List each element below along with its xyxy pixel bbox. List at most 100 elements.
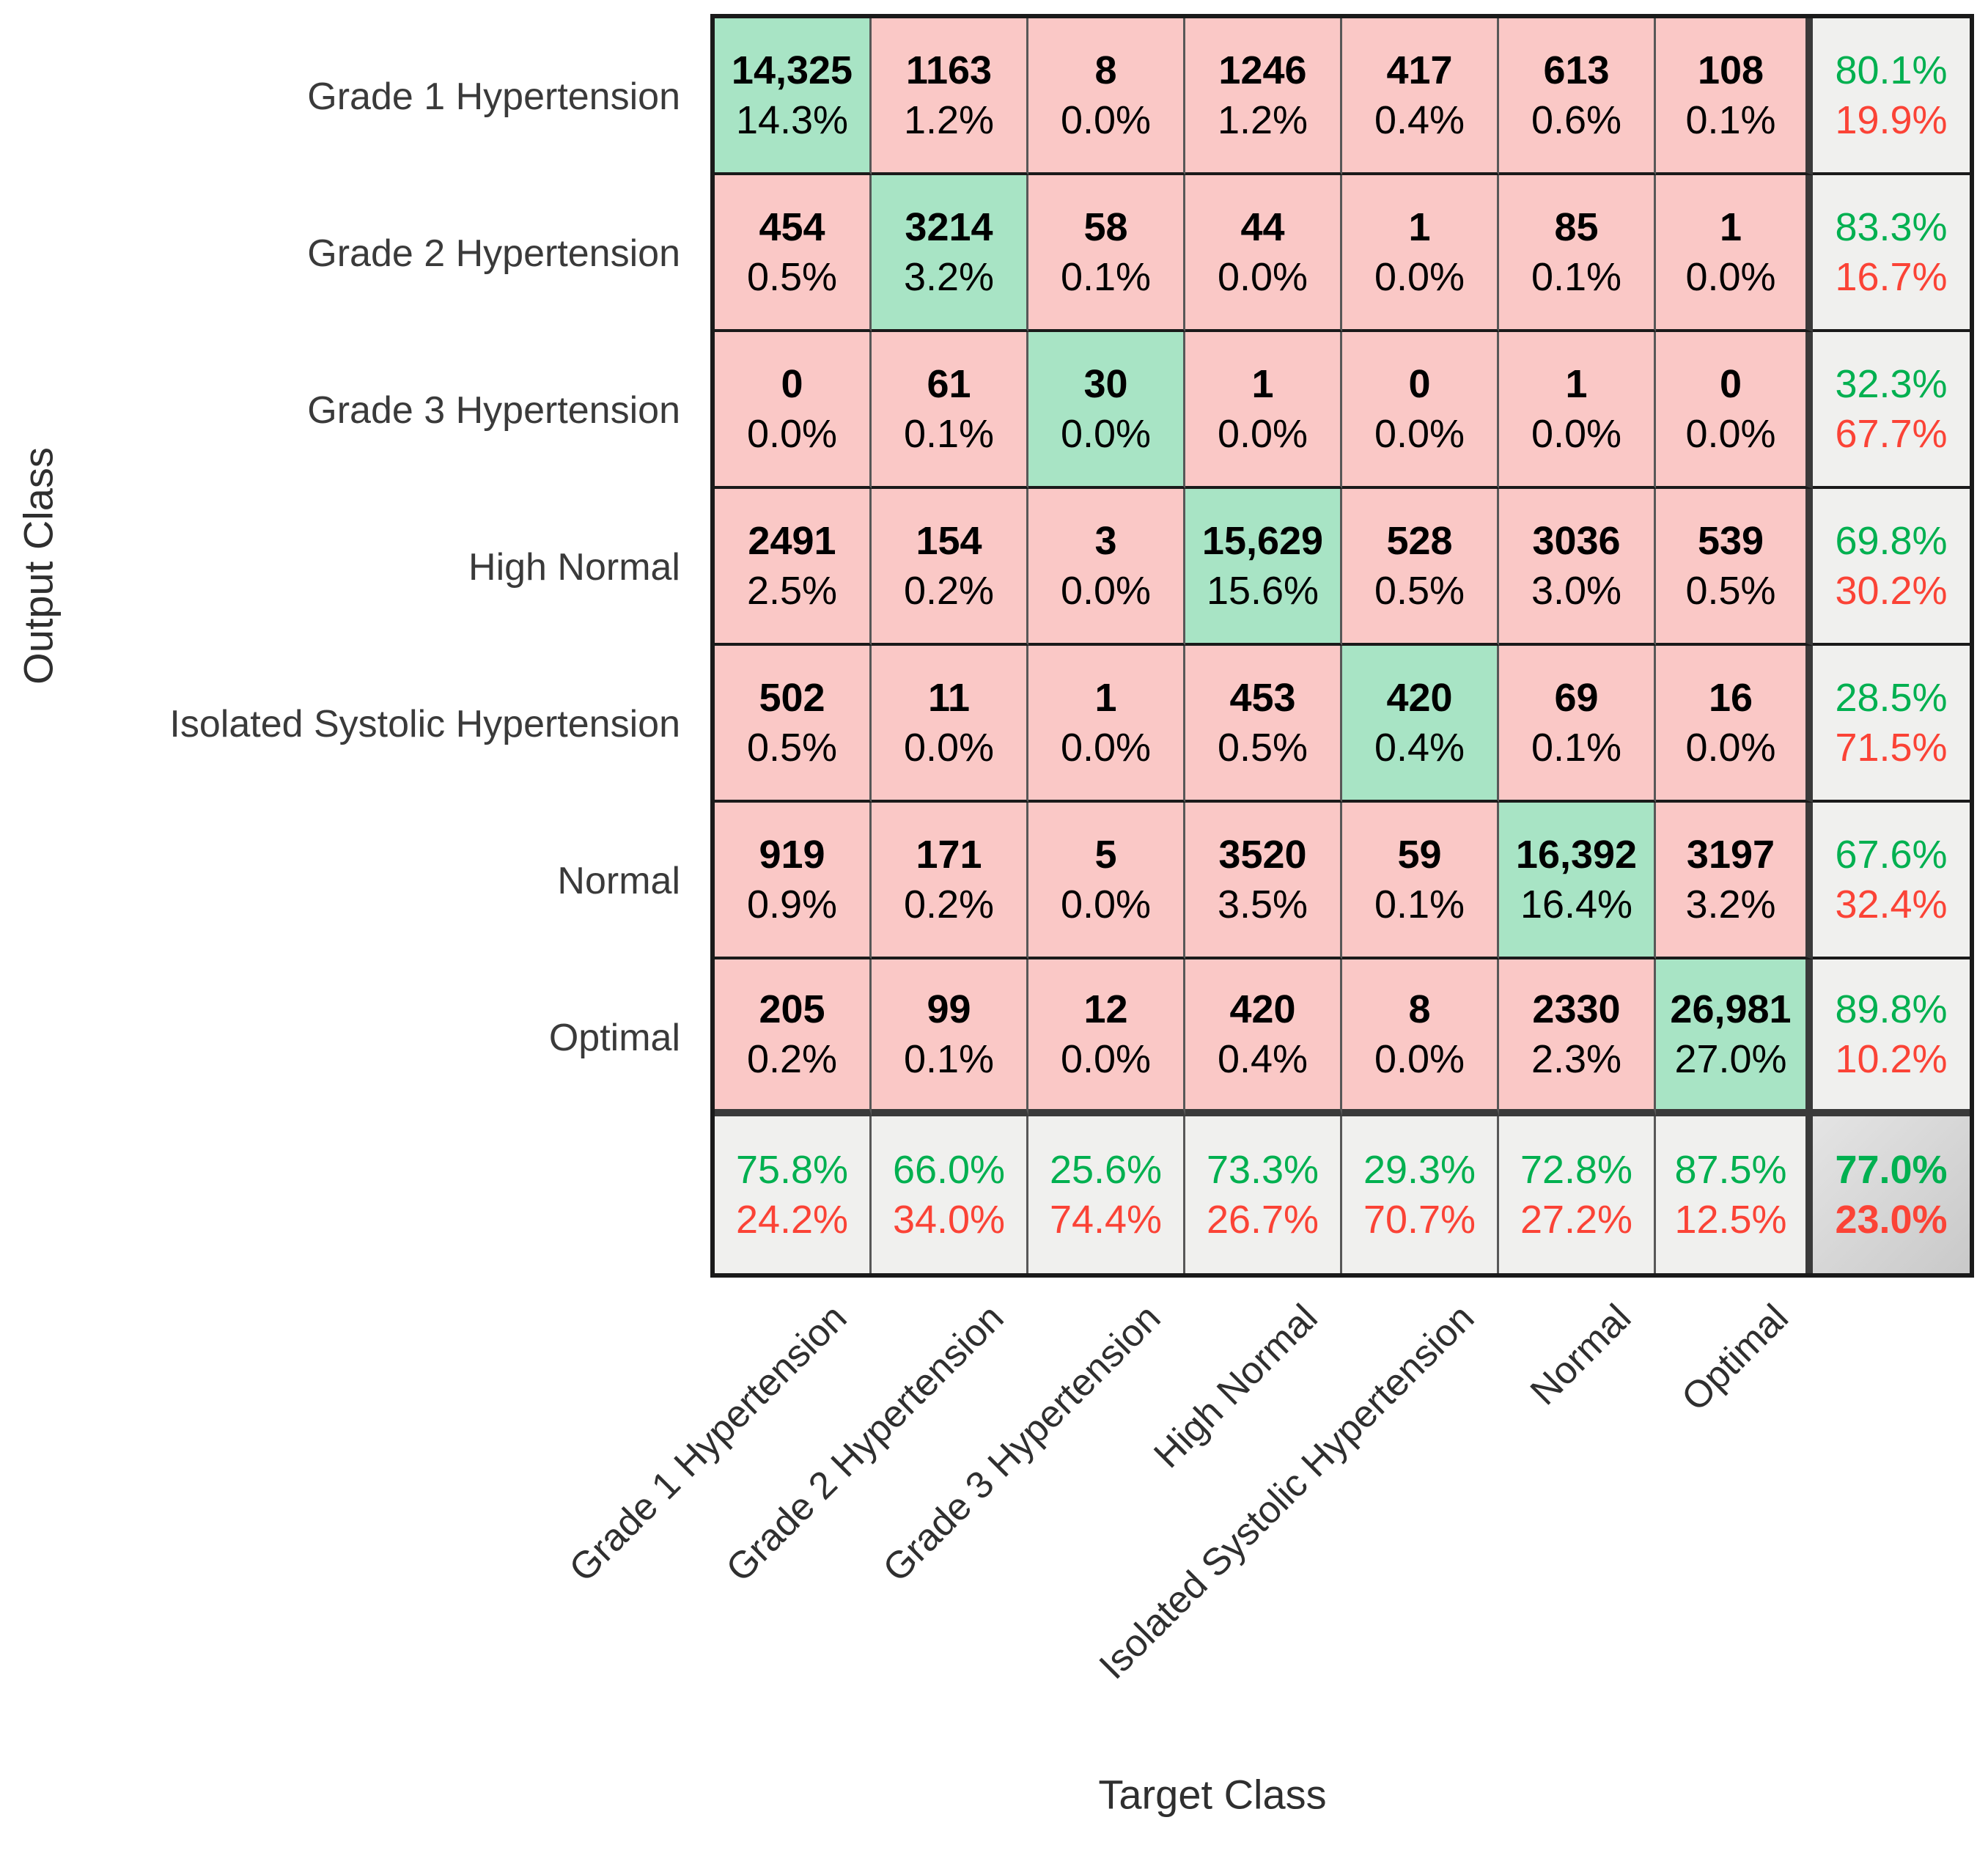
cell-percent: 0.4% — [1374, 726, 1465, 770]
matrix-cell-5-3: 3520 3.5% — [1185, 803, 1342, 959]
cell-count: 11 — [927, 676, 971, 720]
row-label-4: Isolated Systolic Hypertension — [169, 703, 680, 745]
matrix-cell-4-1: 11 0.0% — [872, 646, 1028, 803]
summary-red-percent: 12.5% — [1674, 1198, 1787, 1242]
cell-percent: 3.2% — [903, 255, 995, 299]
cell-percent: 1.2% — [1217, 98, 1308, 142]
row-summary-cell-0: 80.1% 19.9% — [1813, 18, 1970, 175]
cell-count: 3197 — [1686, 833, 1775, 877]
matrix-cell-6-5: 2330 2.3% — [1499, 959, 1656, 1116]
col-summary-cell-4: 29.3% 70.7% — [1342, 1116, 1499, 1273]
cell-percent: 0.5% — [1374, 569, 1465, 613]
matrix-cell-0-6: 108 0.1% — [1656, 18, 1813, 175]
cell-count: 26,981 — [1670, 987, 1792, 1031]
col-label-1: Grade 2 Hypertension — [718, 1296, 1012, 1591]
summary-green-percent: 29.3% — [1363, 1148, 1476, 1192]
cell-percent: 0.2% — [903, 569, 995, 613]
col-label-0: Grade 1 Hypertension — [561, 1296, 855, 1591]
cell-count: 502 — [759, 676, 825, 720]
summary-red-percent: 19.9% — [1835, 98, 1948, 142]
col-label-6: Optimal — [1674, 1296, 1797, 1420]
cell-count: 2491 — [748, 519, 836, 563]
cell-count: 171 — [916, 833, 982, 877]
cell-percent: 0.0% — [1217, 255, 1308, 299]
row-summary-cell-5: 67.6% 32.4% — [1813, 803, 1970, 959]
cell-percent: 0.5% — [1217, 726, 1308, 770]
summary-red-percent: 27.2% — [1520, 1198, 1633, 1242]
cell-count: 0 — [1719, 362, 1742, 406]
cell-count: 0 — [781, 362, 803, 406]
matrix-cell-5-4: 59 0.1% — [1342, 803, 1499, 959]
matrix-cell-6-0: 205 0.2% — [715, 959, 872, 1116]
cell-count: 613 — [1543, 48, 1610, 92]
cell-percent: 0.0% — [1060, 883, 1152, 926]
cell-count: 420 — [1229, 987, 1296, 1031]
summary-red-percent: 30.2% — [1835, 569, 1948, 613]
matrix-cell-5-1: 171 0.2% — [872, 803, 1028, 959]
cell-count: 30 — [1083, 362, 1128, 406]
matrix-cell-1-0: 454 0.5% — [715, 175, 872, 332]
cell-count: 58 — [1083, 205, 1128, 249]
cell-percent: 0.0% — [1374, 1037, 1465, 1081]
summary-green-percent: 87.5% — [1674, 1148, 1787, 1192]
cell-percent: 0.0% — [746, 412, 838, 456]
row-summary-cell-1: 83.3% 16.7% — [1813, 175, 1970, 332]
cell-count: 1 — [1094, 676, 1117, 720]
target-class-axis-label: Target Class — [1098, 1771, 1327, 1818]
matrix-cell-4-3: 453 0.5% — [1185, 646, 1342, 803]
matrix-cell-0-2: 8 0.0% — [1028, 18, 1185, 175]
cell-count: 1 — [1251, 362, 1274, 406]
matrix-cell-1-4: 1 0.0% — [1342, 175, 1499, 332]
matrix-cell-4-6: 16 0.0% — [1656, 646, 1813, 803]
cell-percent: 0.0% — [1060, 726, 1152, 770]
matrix-cell-2-4: 0 0.0% — [1342, 332, 1499, 489]
summary-red-percent: 70.7% — [1363, 1198, 1476, 1242]
cell-count: 61 — [927, 362, 971, 406]
cell-count: 5 — [1094, 833, 1117, 877]
matrix-cell-1-6: 1 0.0% — [1656, 175, 1813, 332]
matrix-cell-4-4: 420 0.4% — [1342, 646, 1499, 803]
cell-percent: 0.4% — [1217, 1037, 1308, 1081]
cell-percent: 0.0% — [1685, 726, 1776, 770]
matrix-cell-2-1: 61 0.1% — [872, 332, 1028, 489]
col-summary-cell-3: 73.3% 26.7% — [1185, 1116, 1342, 1273]
matrix-cell-6-2: 12 0.0% — [1028, 959, 1185, 1116]
matrix-cell-4-2: 1 0.0% — [1028, 646, 1185, 803]
matrix-cell-0-4: 417 0.4% — [1342, 18, 1499, 175]
cell-count: 528 — [1386, 519, 1453, 563]
cell-count: 12 — [1083, 987, 1128, 1031]
matrix-cell-1-3: 44 0.0% — [1185, 175, 1342, 332]
matrix-cell-2-5: 1 0.0% — [1499, 332, 1656, 489]
col-label-2: Grade 3 Hypertension — [875, 1296, 1169, 1591]
summary-green-percent: 73.3% — [1206, 1148, 1319, 1192]
cell-count: 8 — [1094, 48, 1117, 92]
summary-green-percent: 80.1% — [1835, 48, 1948, 92]
cell-count: 1163 — [905, 48, 993, 92]
matrix-cell-3-1: 154 0.2% — [872, 489, 1028, 646]
cell-count: 453 — [1229, 676, 1296, 720]
matrix-cell-0-5: 613 0.6% — [1499, 18, 1656, 175]
cell-percent: 0.1% — [1374, 883, 1465, 926]
cell-count: 16 — [1708, 676, 1753, 720]
cell-count: 8 — [1408, 987, 1431, 1031]
col-label-5: Normal — [1523, 1296, 1640, 1414]
cell-count: 108 — [1697, 48, 1764, 92]
cell-count: 14,325 — [731, 48, 853, 92]
summary-green-percent: 67.6% — [1835, 833, 1948, 877]
cell-count: 919 — [759, 833, 825, 877]
matrix-cell-4-0: 502 0.5% — [715, 646, 872, 803]
matrix-cell-6-6: 26,981 27.0% — [1656, 959, 1813, 1116]
summary-red-percent: 34.0% — [892, 1198, 1006, 1242]
cell-count: 16,392 — [1515, 833, 1638, 877]
cell-percent: 0.0% — [1685, 255, 1776, 299]
summary-red-percent: 74.4% — [1049, 1198, 1163, 1242]
col-summary-cell-6: 87.5% 12.5% — [1656, 1116, 1813, 1273]
overall-red-percent: 23.0% — [1835, 1198, 1948, 1242]
matrix-cell-0-1: 1163 1.2% — [872, 18, 1028, 175]
row-label-2: Grade 3 Hypertension — [307, 389, 680, 432]
matrix-cell-6-3: 420 0.4% — [1185, 959, 1342, 1116]
cell-percent: 0.4% — [1374, 98, 1465, 142]
matrix-cell-0-0: 14,325 14.3% — [715, 18, 872, 175]
cell-count: 205 — [759, 987, 825, 1031]
